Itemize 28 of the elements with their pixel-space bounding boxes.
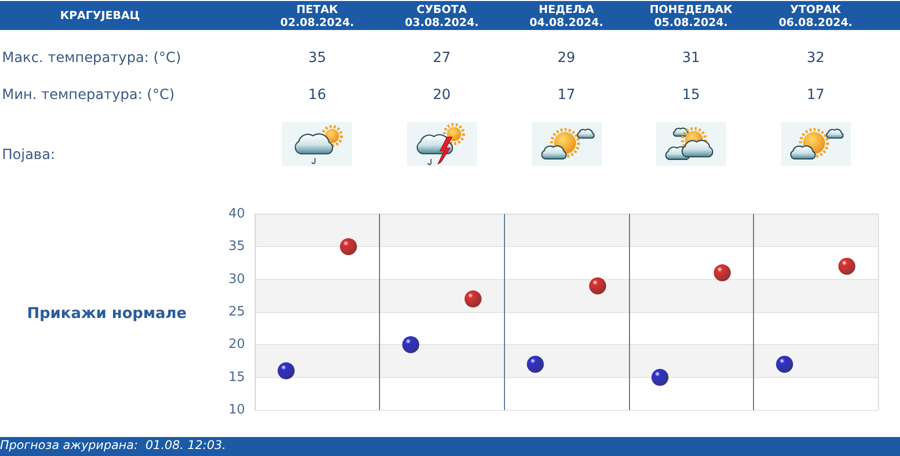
data-label: 20 (432, 86, 451, 105)
data-label: 31 (682, 49, 700, 68)
data-label: 16 (308, 86, 326, 105)
y-tick-label: 30 (228, 272, 245, 287)
data-label: 15 (682, 86, 700, 105)
category-label: ПЕТАК 02.08.2024. (280, 3, 354, 29)
category-label: УТОРАК 06.08.2024. (778, 3, 852, 29)
y-tick-label: 10 (228, 402, 245, 418)
data-label: 17 (806, 86, 825, 105)
category-label: НЕДЕЉА 04.08.2024. (530, 3, 604, 29)
y-tick-label: 20 (228, 337, 245, 352)
data-label: 17 (558, 86, 576, 105)
data-label: 35 (308, 49, 326, 68)
text: Прикажи нормале (27, 303, 187, 324)
y-tick-label: 40 (228, 206, 245, 222)
text: КРАГУЈЕВАЦ (59, 8, 141, 24)
data-label: 27 (432, 49, 451, 68)
text: Макс. температура: (°C) (2, 49, 182, 68)
category-label: ПОНЕДЕЉАК 05.08.2024. (650, 3, 732, 29)
text: Појава: (2, 146, 56, 165)
category-label: СУБОТА 03.08.2024. (404, 3, 479, 29)
data-label: 29 (558, 49, 576, 68)
y-tick-label: 35 (228, 239, 245, 254)
text: Мин. температура: (°C) (2, 86, 175, 105)
y-tick-label: 15 (228, 370, 245, 385)
y-tick-label: 25 (228, 304, 245, 320)
data-label: 32 (806, 49, 825, 68)
text: Прогноза ажурирана: 01.08. 12:03. (0, 437, 226, 454)
